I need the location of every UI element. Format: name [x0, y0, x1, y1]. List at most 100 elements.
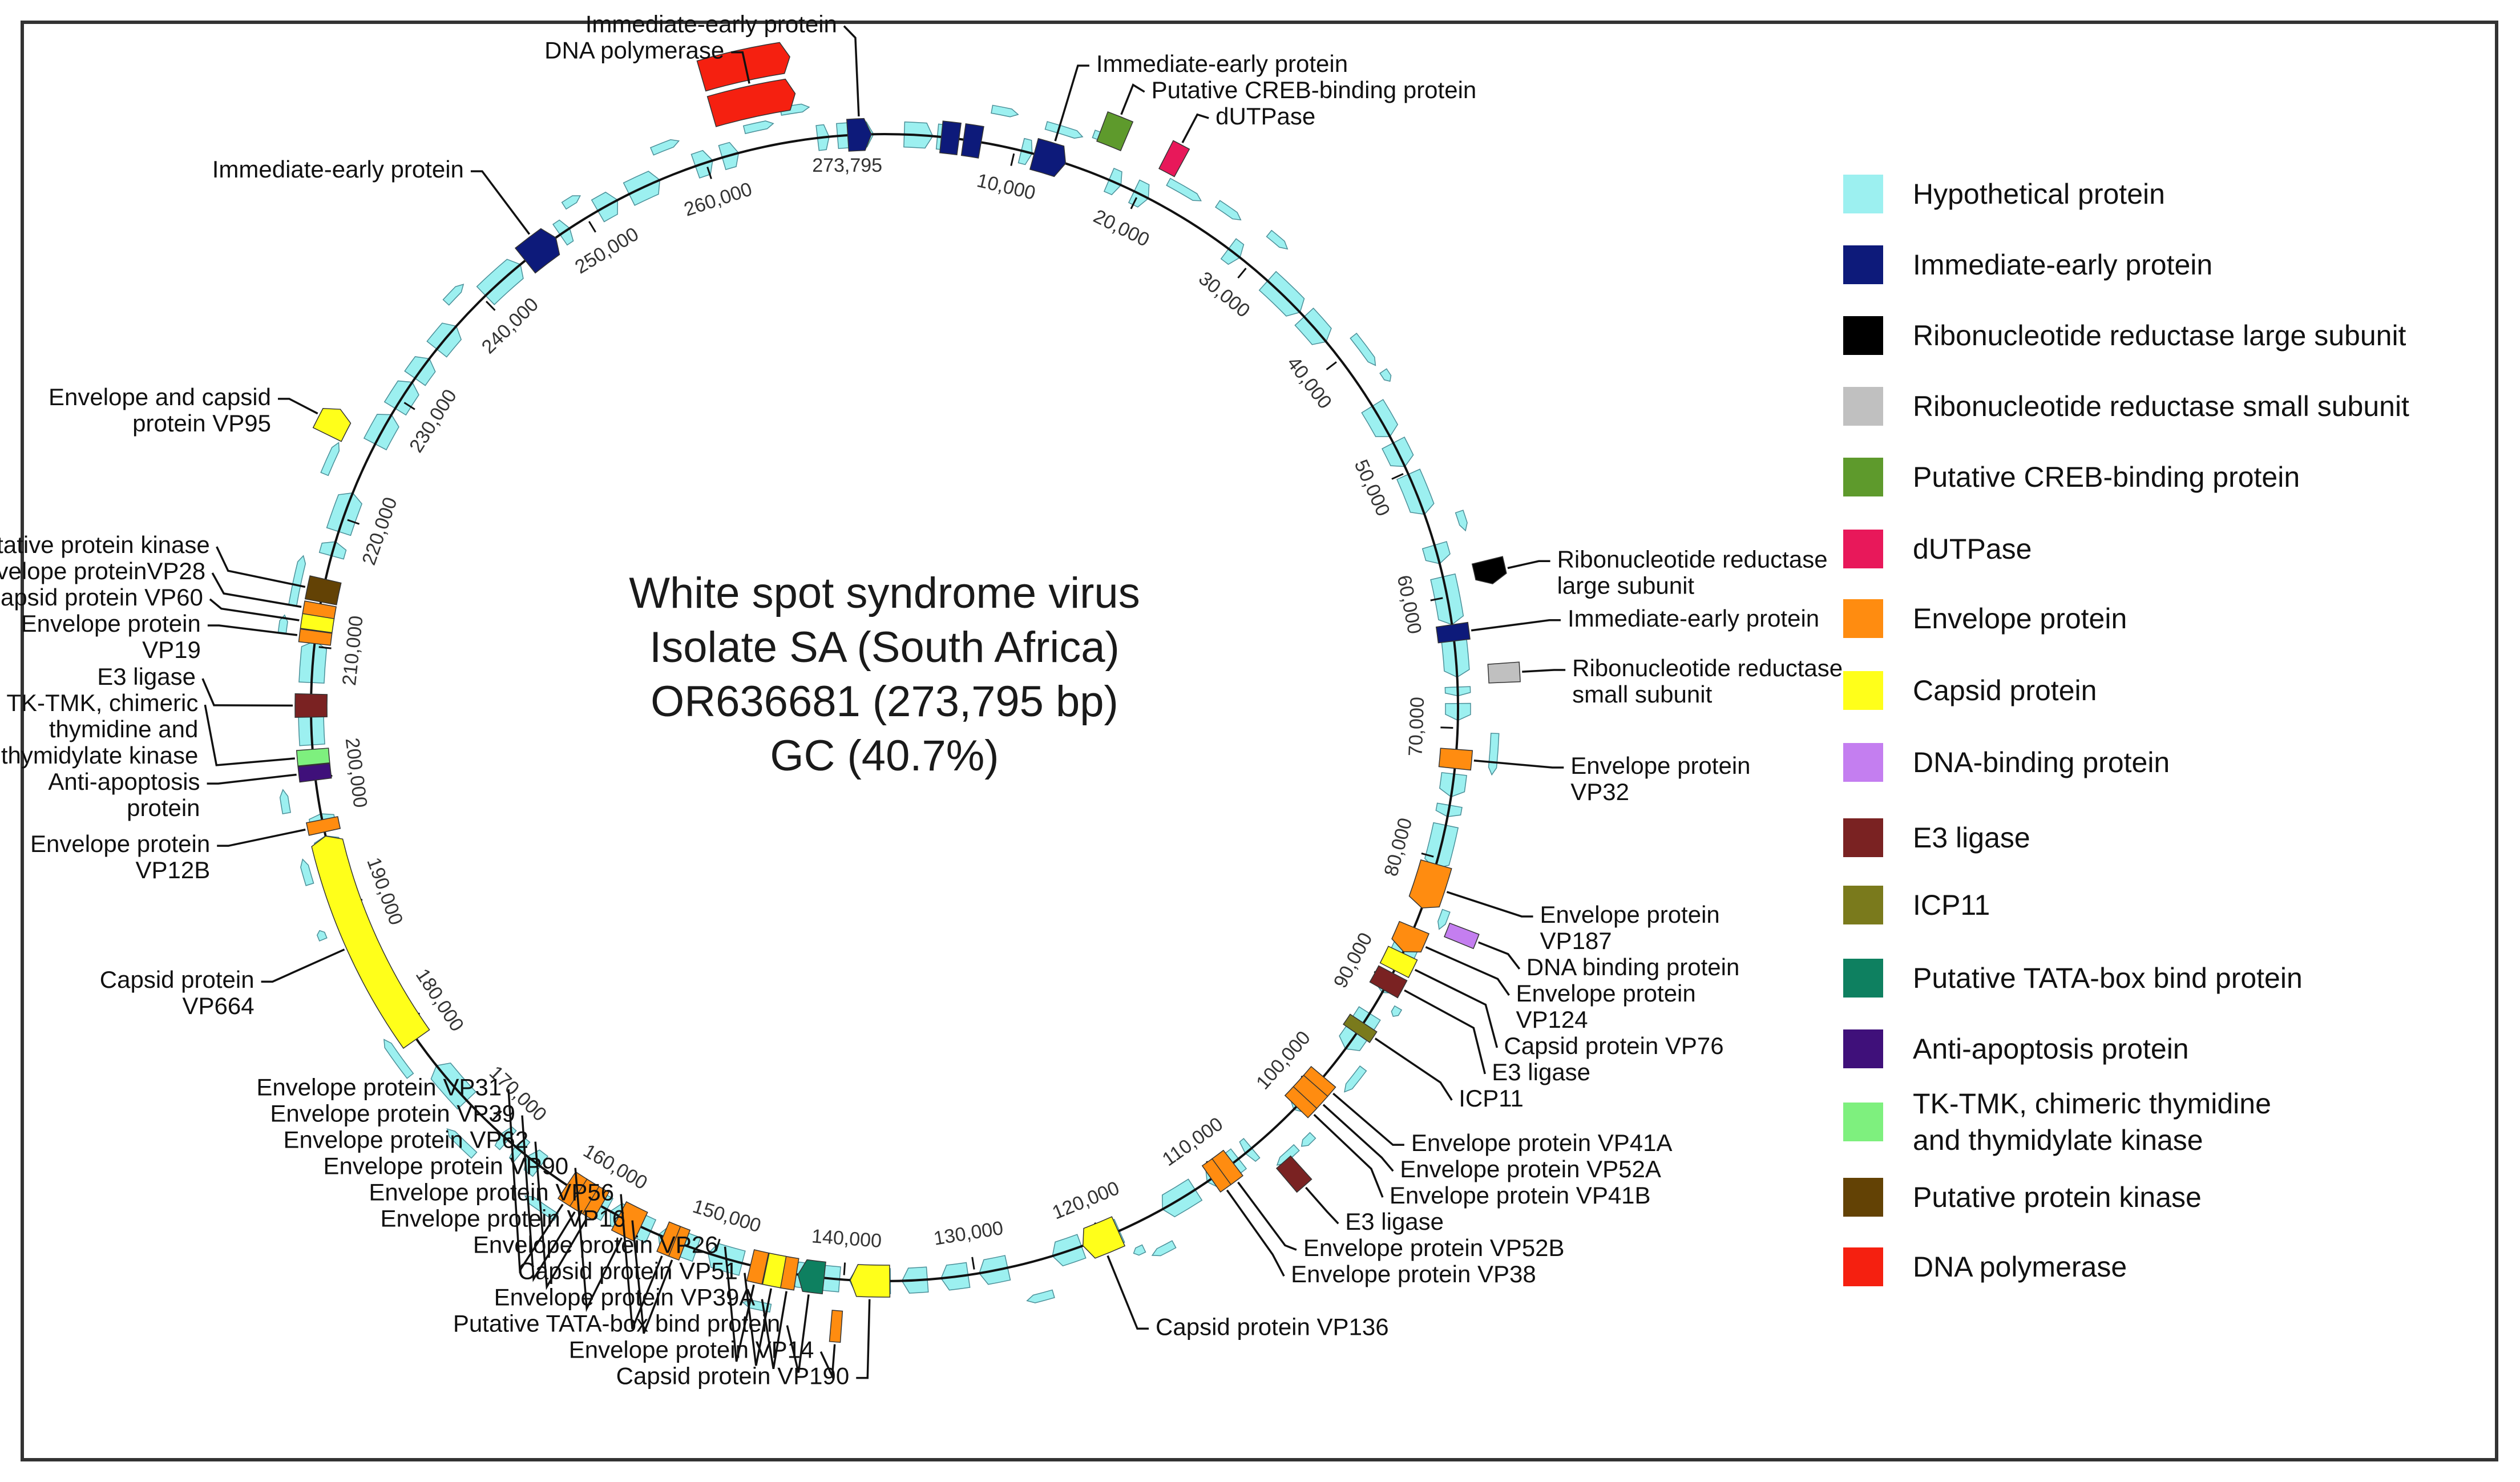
label-ribonucleotide-reductase-small-subunit: Ribonucleotide reductase small subunit	[1572, 655, 1843, 708]
label-capsid-protein-vp136: Capsid protein VP136	[1156, 1313, 1389, 1340]
label-envelope-protein-vp31: Envelope protein VP31	[256, 1074, 502, 1101]
legend-swatch	[1843, 175, 1883, 213]
label-putative-creb-binding-protein: Putative CREB-binding protein	[1152, 76, 1477, 103]
legend-item-putative-tata-box-bind-protein: Putative TATA-box bind protein	[1843, 955, 2303, 1001]
hypothetical-orf	[1488, 733, 1500, 776]
leader-line	[261, 948, 345, 983]
legend-label: Ribonucleotide reductase small subunit	[1913, 390, 2409, 422]
label-e3-ligase-1: E3 ligase	[1492, 1059, 1590, 1085]
figure-frame	[21, 21, 2498, 1461]
legend-label: Immediate-early protein	[1913, 249, 2213, 281]
label-line: protein	[127, 794, 200, 821]
legend-item-immediate-early-protein: Immediate-early protein	[1843, 242, 2212, 288]
feature-ribonucleotide-reductase-small-subunit	[1487, 661, 1521, 684]
label-envelope-protein-vp90: Envelope protein VP90	[324, 1153, 569, 1180]
legend-item-dna-polymerase: DNA polymerase	[1843, 1244, 2127, 1290]
label-line: Immediate-early protein	[212, 156, 464, 183]
label-line: Envelope protein VP52A	[1400, 1156, 1661, 1182]
hypothetical-orf	[1350, 333, 1376, 366]
label-dna-binding-protein: DNA binding protein	[1526, 954, 1740, 980]
leader-line	[1471, 619, 1561, 632]
scale-tick	[485, 301, 496, 311]
label-line: Envelope protein VP41A	[1411, 1129, 1673, 1156]
scale-tick	[715, 1238, 721, 1251]
legend-label: E3 ligase	[1913, 822, 2030, 854]
genome-length-tick-label: 273,795	[812, 155, 882, 176]
scale-tick-label: 60,000	[1393, 574, 1425, 636]
leader-line	[1425, 946, 1510, 996]
leader-line	[1473, 759, 1564, 769]
leader-line	[1332, 1092, 1404, 1146]
hypothetical-orf	[1166, 177, 1202, 201]
leader-line	[207, 624, 298, 636]
legend-swatch	[1843, 1178, 1883, 1217]
legend-label: Ribonucleotide reductase large subunit	[1913, 320, 2406, 352]
label-line: dUTPase	[1215, 103, 1315, 130]
legend-swatch	[1843, 743, 1883, 782]
label-line: Envelope protein VP31	[256, 1074, 502, 1101]
scale-tick	[492, 1110, 502, 1121]
label-e3-ligase-2: E3 ligase	[1345, 1208, 1444, 1235]
hypothetical-orf	[1391, 1005, 1403, 1017]
label-line: Envelope protein	[1570, 752, 1750, 779]
legend-label: Hypothetical protein	[1913, 178, 2165, 210]
feature-envelope-protein-vp38	[1201, 1158, 1232, 1193]
leader-line	[744, 1273, 772, 1366]
hypothetical-orf	[279, 789, 291, 815]
scale-tick-label: 40,000	[1283, 353, 1336, 413]
leader-line	[819, 1344, 836, 1380]
label-line: VP12B	[135, 857, 210, 883]
label-dutpase: dUTPase	[1215, 103, 1315, 130]
leader-line	[724, 1246, 755, 1362]
label-e3-ligase-3: E3 ligase	[97, 663, 196, 690]
label-envelope-protein-vp62: Envelope protein VP62	[284, 1126, 529, 1153]
label-line: VP32	[1570, 778, 1629, 805]
label-line: small subunit	[1572, 681, 1712, 708]
label-envelope-protein-vp26: Envelope protein VP26	[473, 1231, 718, 1258]
label-line: Envelope protein VP62	[284, 1126, 529, 1153]
leader-line	[620, 1194, 663, 1330]
label-tk-tmk-chimeric-thymidine-and-thymidylate-kinase: TK-TMK, chimeric thymidine and thymidylate…	[1, 689, 199, 769]
label-anti-apoptosis-protein: Anti-apoptosis protein	[48, 768, 200, 821]
leader-line	[1305, 1186, 1339, 1225]
label-immediate-early-protein-1: Immediate-early protein	[585, 11, 837, 38]
label-putative-tata-box-bind-protein: Putative TATA-box bind protein	[453, 1310, 781, 1337]
title-line-1: White spot syndrome virus	[629, 569, 1140, 617]
label-line: Capsid protein VP136	[1156, 1313, 1389, 1340]
legend-item-dna-binding-protein: DNA-binding protein	[1843, 740, 2170, 785]
legend-item-hypothetical-protein: Hypothetical protein	[1843, 171, 2165, 217]
hypothetical-orf	[1344, 1065, 1367, 1093]
label-line: Envelope protein VP39	[270, 1100, 515, 1127]
legend-label: Capsid protein	[1913, 675, 2097, 706]
leader-line	[1507, 560, 1550, 570]
label-line: Envelope protein VP90	[324, 1153, 569, 1180]
label-putative-protein-kinase: Putative protein kinase	[0, 531, 210, 558]
label-capsid-protein-vp190: Capsid protein VP190	[616, 1363, 850, 1390]
leader-line	[207, 773, 297, 785]
legend-swatch	[1843, 671, 1883, 710]
leader-line	[1054, 64, 1089, 142]
label-line: Putative TATA-box bind protein	[453, 1310, 781, 1337]
feature-e3-ligase-1	[1369, 965, 1408, 999]
hypothetical-orf	[1379, 368, 1392, 382]
hypothetical-orf	[742, 120, 774, 135]
leader-line	[201, 678, 293, 707]
hypothetical-orf	[1133, 1244, 1146, 1256]
feature-immediate-early-protein-6	[514, 228, 560, 274]
feature-immediate-early-protein-4	[1029, 138, 1067, 177]
feature-envelope-protein-vp19	[298, 628, 333, 646]
scale-tick	[1421, 852, 1434, 858]
label-line: Envelope proteinVP28	[0, 558, 205, 584]
label-envelope-protein-vp56: Envelope protein VP56	[369, 1179, 614, 1206]
label-line: VP124	[1516, 1006, 1588, 1033]
feature-immediate-early-protein-1	[846, 118, 872, 152]
legend-label: dUTPase	[1913, 533, 2032, 565]
legend-label: DNA-binding protein	[1913, 746, 2170, 778]
label-line: Ribonucleotide reductase	[1572, 655, 1843, 681]
hypothetical-orf	[561, 195, 581, 210]
label-line: Capsid protein	[100, 966, 255, 993]
leader-line	[278, 398, 318, 415]
leader-line	[1522, 669, 1566, 673]
label-envelope-protein-vp38: Envelope protein VP38	[1291, 1261, 1536, 1287]
hypothetical-orf	[649, 139, 680, 156]
